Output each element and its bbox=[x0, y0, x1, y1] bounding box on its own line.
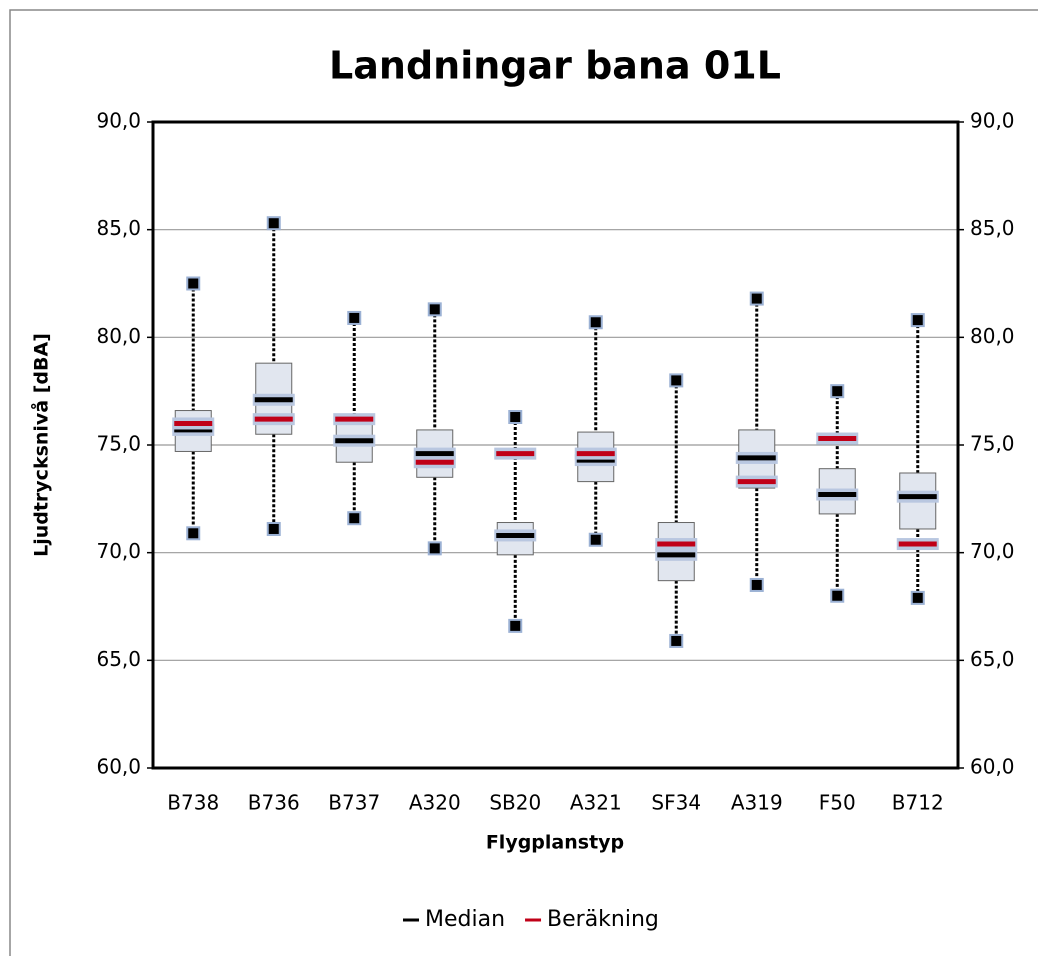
y2-tick-label: 90,0 bbox=[970, 109, 1015, 133]
x-tick-label: B736 bbox=[248, 791, 300, 815]
max-marker bbox=[749, 291, 764, 306]
y-tick-label: 75,0 bbox=[96, 432, 141, 456]
max-marker bbox=[830, 384, 845, 399]
plot-area-border bbox=[151, 120, 960, 770]
y2-tick-label: 65,0 bbox=[970, 647, 1015, 671]
x-tick-label: A321 bbox=[570, 791, 622, 815]
y2-tick-label: 80,0 bbox=[970, 324, 1015, 348]
max-marker bbox=[427, 302, 442, 317]
x-tick-label: B712 bbox=[892, 791, 944, 815]
min-marker bbox=[830, 588, 845, 603]
y-tick-label: 70,0 bbox=[96, 539, 141, 563]
y-tick-label: 60,0 bbox=[96, 755, 141, 779]
x-axis-label: Flygplanstyp bbox=[486, 832, 624, 854]
legend-label: Beräkning bbox=[547, 907, 659, 932]
y-tick-label: 85,0 bbox=[96, 216, 141, 240]
y-tick-label: 80,0 bbox=[96, 324, 141, 348]
min-marker bbox=[427, 541, 442, 556]
y2-tick-label: 60,0 bbox=[970, 755, 1015, 779]
chart-frame bbox=[9, 9, 1038, 956]
y-tick-label: 65,0 bbox=[96, 647, 141, 671]
min-marker bbox=[910, 590, 925, 605]
y2-tick-label: 85,0 bbox=[970, 216, 1015, 240]
min-marker bbox=[669, 633, 684, 648]
x-tick-label: A319 bbox=[731, 791, 783, 815]
x-tick-label: B737 bbox=[328, 791, 380, 815]
y-axis-label: Ljudtrycksnivå [dBA] bbox=[29, 333, 53, 557]
min-marker bbox=[749, 577, 764, 592]
x-tick-label: SB20 bbox=[489, 791, 541, 815]
max-marker bbox=[910, 313, 925, 328]
max-marker bbox=[588, 315, 603, 330]
min-marker bbox=[186, 526, 201, 541]
min-marker bbox=[266, 521, 281, 536]
min-marker bbox=[508, 618, 523, 633]
x-tick-label: A320 bbox=[409, 791, 461, 815]
x-tick-label: SF34 bbox=[651, 791, 701, 815]
min-marker bbox=[588, 532, 603, 547]
y-tick-label: 90,0 bbox=[96, 109, 141, 133]
legend-label: Median bbox=[425, 907, 505, 932]
max-marker bbox=[669, 373, 684, 388]
chart-title: Landningar bana 01L bbox=[329, 44, 781, 88]
max-marker bbox=[508, 410, 523, 425]
min-marker bbox=[347, 511, 362, 526]
max-marker bbox=[347, 310, 362, 325]
y2-tick-label: 70,0 bbox=[970, 539, 1015, 563]
x-tick-label: F50 bbox=[819, 791, 856, 815]
max-marker bbox=[266, 216, 281, 231]
y2-tick-label: 75,0 bbox=[970, 432, 1015, 456]
max-marker bbox=[186, 276, 201, 291]
x-tick-label: B738 bbox=[167, 791, 219, 815]
